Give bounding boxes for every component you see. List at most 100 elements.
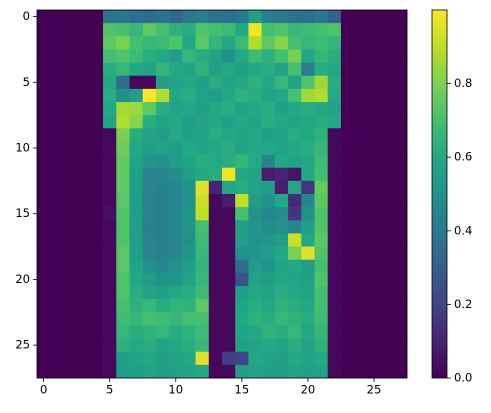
- cell: [248, 325, 262, 339]
- cell: [314, 23, 329, 37]
- cell: [261, 299, 276, 313]
- cell: [340, 62, 355, 77]
- cell: [37, 207, 51, 221]
- cell: [155, 207, 170, 221]
- cell: [380, 36, 395, 50]
- cell: [354, 220, 368, 234]
- cell: [63, 180, 77, 195]
- cell: [393, 194, 408, 208]
- cell: [129, 259, 144, 274]
- cell: [301, 194, 315, 208]
- cell: [103, 364, 117, 379]
- cell: [142, 154, 157, 169]
- cell: [314, 194, 329, 208]
- cell: [393, 233, 408, 247]
- cell: [169, 36, 183, 50]
- cell: [301, 246, 315, 261]
- cell: [288, 180, 302, 195]
- cell: [327, 10, 342, 24]
- cell: [393, 23, 408, 37]
- cell: [103, 207, 117, 221]
- cell: [103, 115, 117, 129]
- cell: [169, 325, 183, 339]
- cell: [37, 180, 51, 195]
- cell: [142, 207, 157, 221]
- cell: [195, 220, 210, 234]
- cell: [354, 259, 368, 274]
- cell: [314, 128, 329, 142]
- cell: [288, 325, 302, 339]
- cell: [393, 272, 408, 287]
- cell: [393, 10, 408, 24]
- cell: [222, 220, 236, 234]
- cell: [380, 312, 395, 326]
- cell: [327, 180, 342, 195]
- cell: [103, 246, 117, 261]
- cell: [169, 338, 183, 353]
- cell: [248, 194, 262, 208]
- cell: [208, 102, 223, 116]
- cell: [208, 286, 223, 300]
- cell: [116, 299, 130, 313]
- cell: [142, 62, 157, 77]
- cell: [182, 10, 196, 24]
- cell: [274, 154, 289, 169]
- cell: [354, 299, 368, 313]
- cell: [235, 88, 249, 103]
- cell: [116, 88, 130, 103]
- cell: [380, 49, 395, 63]
- cell: [155, 62, 170, 77]
- cell: [340, 102, 355, 116]
- cell: [261, 180, 276, 195]
- cell: [37, 128, 51, 142]
- cell: [340, 220, 355, 234]
- cell: [182, 325, 196, 339]
- cell: [129, 220, 144, 234]
- cell: [274, 10, 289, 24]
- cell: [103, 233, 117, 247]
- cell: [208, 128, 223, 142]
- cell: [380, 180, 395, 195]
- cell: [248, 259, 262, 274]
- cell: [393, 246, 408, 261]
- cell: [314, 233, 329, 247]
- cell: [195, 10, 210, 24]
- cell: [367, 233, 381, 247]
- cell: [314, 180, 329, 195]
- cell: [314, 115, 329, 129]
- cell: [129, 88, 144, 103]
- cell: [340, 88, 355, 103]
- cell: [142, 351, 157, 366]
- cell: [301, 207, 315, 221]
- cell: [393, 299, 408, 313]
- cell: [182, 102, 196, 116]
- cell: [235, 36, 249, 50]
- cell: [195, 194, 210, 208]
- cell: [288, 299, 302, 313]
- x-tick-label: 15: [235, 383, 250, 397]
- cell: [50, 364, 64, 379]
- cell: [274, 180, 289, 195]
- cell: [208, 154, 223, 169]
- cell: [169, 272, 183, 287]
- cell: [301, 364, 315, 379]
- cell: [367, 207, 381, 221]
- cell: [222, 194, 236, 208]
- cell: [37, 272, 51, 287]
- cell: [63, 351, 77, 366]
- cell: [314, 167, 329, 182]
- y-tick-label: 20: [15, 272, 30, 286]
- cell: [301, 325, 315, 339]
- cell: [274, 233, 289, 247]
- cell: [222, 115, 236, 129]
- cell: [195, 286, 210, 300]
- cell: [327, 62, 342, 77]
- cell: [116, 325, 130, 339]
- cell: [182, 128, 196, 142]
- y-tick-label: 5: [23, 75, 30, 89]
- cell: [354, 246, 368, 261]
- cell: [142, 128, 157, 142]
- cell: [103, 325, 117, 339]
- cell: [261, 338, 276, 353]
- cell: [195, 154, 210, 169]
